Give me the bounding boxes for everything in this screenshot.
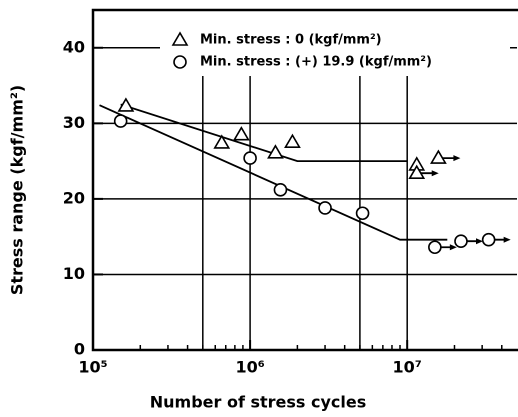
circle-marker: [173, 55, 187, 69]
circle-marker: [355, 206, 370, 221]
triangle-marker: [171, 31, 189, 46]
circle-marker: [481, 232, 496, 247]
y-axis-label: Stress range (kgf/mm²): [8, 85, 27, 295]
triangle-marker: [213, 134, 231, 149]
runout-arrowhead: [449, 244, 457, 251]
legend-label: Min. stress : (+) 19.9 (kgf/mm²): [200, 55, 432, 70]
runout-arrowhead: [431, 170, 439, 177]
circle-marker: [454, 234, 468, 248]
fit-line: [99, 104, 448, 241]
y-tick-label: 40: [63, 37, 85, 56]
x-tick-label: 10⁵: [78, 358, 107, 377]
triangle-marker: [408, 164, 426, 179]
x-axis-label: Number of stress cycles: [150, 393, 367, 412]
runout-arrowhead: [503, 236, 511, 243]
legend-box: [160, 28, 510, 76]
legend-label: Min. stress : 0 (kgf/mm²): [200, 33, 382, 48]
y-tick-label: 30: [63, 113, 85, 132]
circle-marker: [318, 201, 332, 215]
y-tick-label: 0: [74, 340, 85, 359]
circle-marker: [113, 114, 128, 128]
x-tick-label: 10⁶: [235, 358, 264, 377]
triangle-marker: [267, 144, 284, 159]
plot-frame: [91, 8, 518, 352]
triangle-marker: [232, 126, 250, 141]
circle-marker: [273, 183, 288, 197]
triangle-marker: [430, 149, 447, 164]
triangle-marker: [284, 133, 301, 149]
fit-line: [120, 103, 408, 163]
circle-marker: [243, 151, 257, 165]
circle-marker: [428, 240, 442, 255]
y-tick-label: 20: [63, 188, 85, 207]
runout-arrowhead: [453, 155, 461, 162]
runout-arrowhead: [475, 238, 483, 245]
x-tick-label: 10⁷: [393, 358, 422, 377]
triangle-marker: [117, 97, 135, 112]
y-tick-label: 10: [63, 264, 85, 283]
